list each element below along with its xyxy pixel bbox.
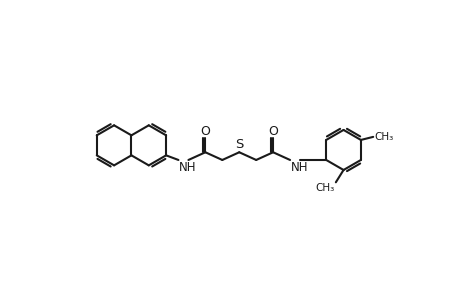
Text: NH: NH xyxy=(290,161,308,174)
Text: O: O xyxy=(200,124,210,138)
Text: S: S xyxy=(235,139,243,152)
Text: NH: NH xyxy=(179,161,196,174)
Text: CH₃: CH₃ xyxy=(315,183,334,193)
Text: CH₃: CH₃ xyxy=(374,132,393,142)
Text: O: O xyxy=(268,124,278,138)
